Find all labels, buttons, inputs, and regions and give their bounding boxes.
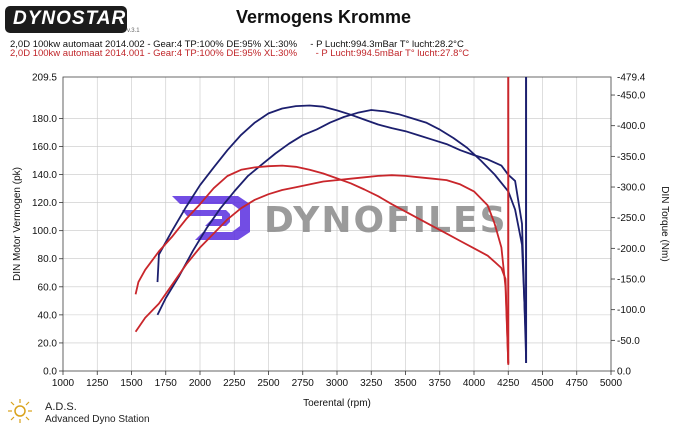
y-tick-label: 140.0: [32, 170, 57, 181]
watermark-icon-outer: [172, 196, 250, 240]
y2-tick-label: -250.0: [617, 213, 646, 224]
y-tick-label: 60.0: [38, 282, 58, 293]
company-subtitle: Advanced Dyno Station: [45, 414, 150, 425]
y2-tick-label: -100.0: [617, 305, 646, 316]
x-tick-label: 4250: [497, 378, 520, 389]
y-tick-label: 40.0: [38, 310, 58, 321]
logo-text: DYNOSTAR: [13, 8, 127, 29]
y2-tick-label: -400.0: [617, 121, 646, 132]
y2-tick-label: 0.0: [617, 367, 631, 378]
y2-tick-label: -350.0: [617, 152, 646, 163]
x-tick-label: 5000: [600, 378, 623, 389]
x-tick-label: 4000: [463, 378, 486, 389]
y-tick-label: 0.0: [43, 367, 57, 378]
x-tick-label: 3750: [429, 378, 452, 389]
x-tick-label: 3250: [360, 378, 383, 389]
y-axis-title: DIN Motor Vermogen (pk): [12, 167, 23, 281]
y-tick-label: 180.0: [32, 114, 57, 125]
y-tick-label: 100.0: [32, 226, 57, 237]
run2-power-line: [134, 174, 510, 365]
x-tick-label: 2750: [292, 378, 315, 389]
x-tick-label: 2250: [223, 378, 246, 389]
y2-axis-title: DIN Torque (Nm): [659, 186, 670, 261]
run1-torque-line: [156, 104, 527, 359]
run2-torque-line: [134, 164, 510, 365]
y-max-label: 209.5: [32, 73, 57, 84]
y2-tick-label: -450.0: [617, 91, 646, 102]
x-tick-label: 1250: [86, 378, 109, 389]
watermark-text: DYNOFILES: [264, 200, 508, 241]
x-tick-label: 3500: [394, 378, 417, 389]
run-legend-2: 2,0D 100kw automaat 2014.001 - Gear:4 TP…: [10, 48, 470, 59]
x-tick-label: 4750: [566, 378, 589, 389]
y2-max-label: -479.4: [617, 73, 646, 84]
x-tick-label: 1000: [52, 378, 75, 389]
dynostar-logo: DYNOSTAR: [5, 6, 127, 33]
y-tick-label: 20.0: [38, 338, 58, 349]
y-tick-label: 80.0: [38, 254, 58, 265]
y-tick-label: 160.0: [32, 142, 57, 153]
ads-sun-icon: [8, 399, 32, 423]
run-legend-1: 2,0D 100kw automaat 2014.002 - Gear:4 TP…: [10, 39, 464, 50]
x-tick-label: 2000: [189, 378, 212, 389]
y-tick-label: 120.0: [32, 198, 57, 209]
x-tick-label: 1500: [120, 378, 143, 389]
x-tick-label: 1750: [155, 378, 178, 389]
y2-tick-label: -50.0: [617, 336, 640, 347]
y2-tick-label: -200.0: [617, 244, 646, 255]
page-title: Vermogens Kromme: [236, 7, 412, 27]
y2-tick-label: -150.0: [617, 275, 646, 286]
x-tick-label: 2500: [257, 378, 280, 389]
y2-tick-label: -300.0: [617, 183, 646, 194]
logo-version: v.3.1: [127, 28, 140, 34]
x-tick-label: 4500: [531, 378, 554, 389]
x-axis-title: Toerental (rpm): [303, 398, 371, 409]
x-tick-label: 3000: [326, 378, 349, 389]
dynofiles-watermark: DYNOFILES: [172, 196, 508, 241]
company-name: A.D.S.: [45, 401, 77, 413]
watermark-icon-inner: [182, 210, 230, 226]
